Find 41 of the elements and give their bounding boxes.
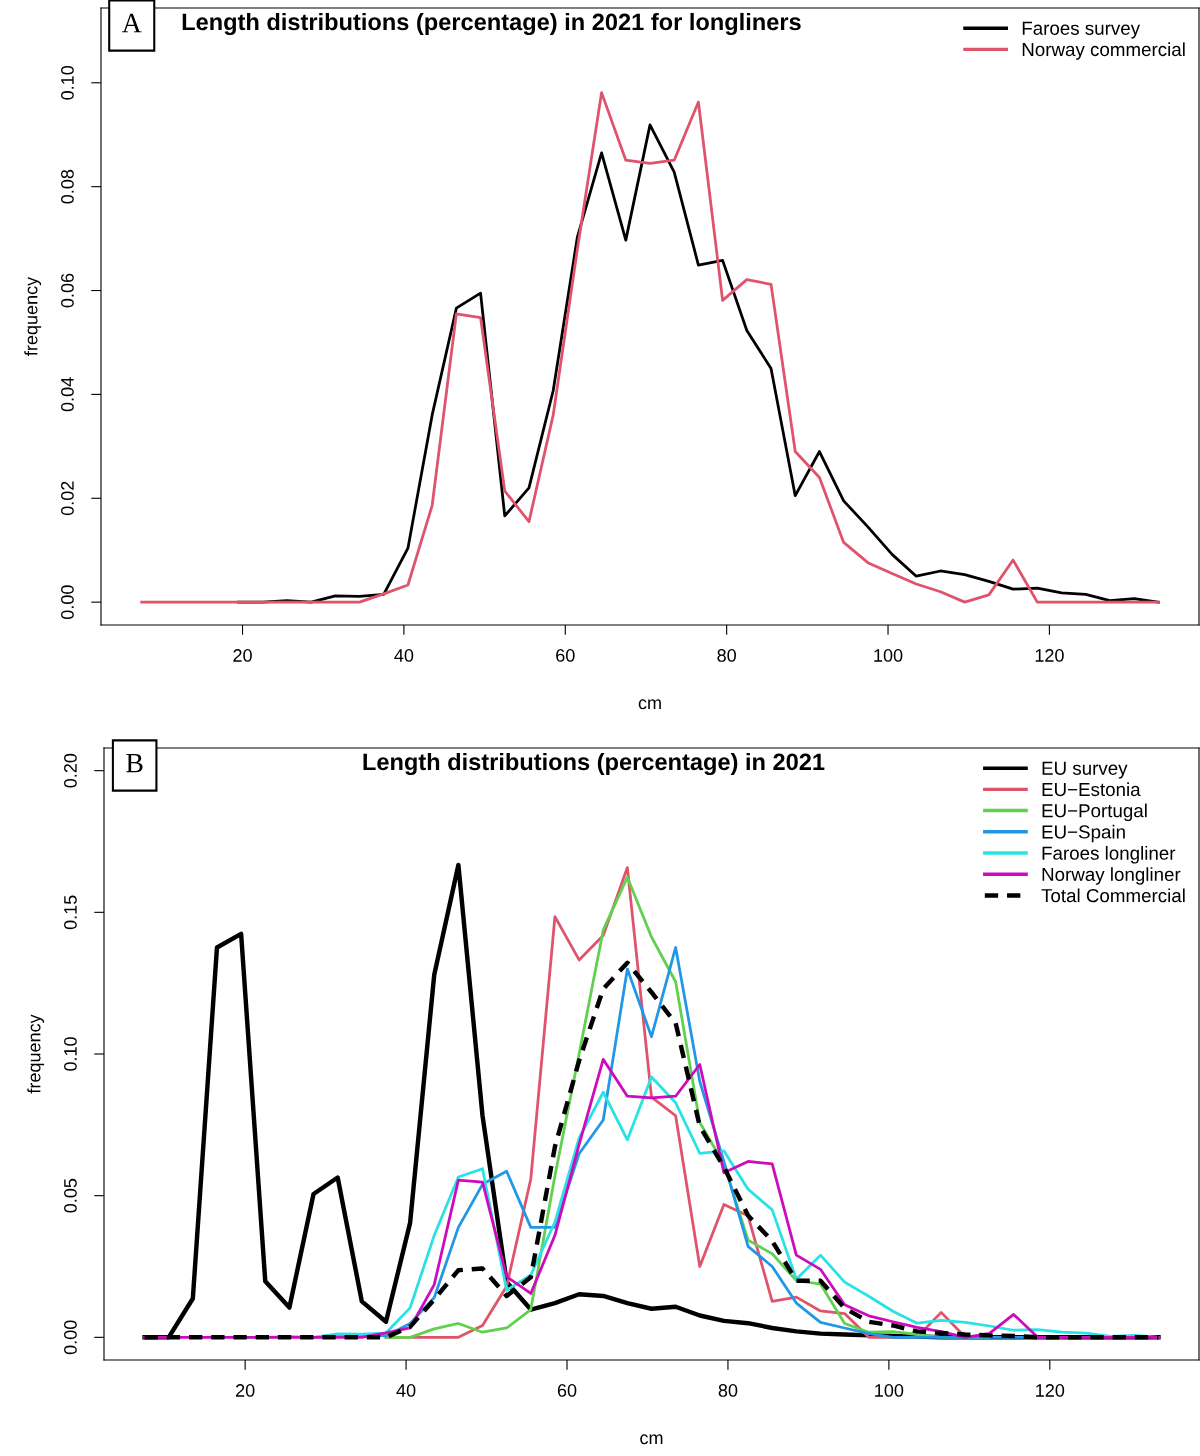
x-tick-label: 100: [874, 649, 903, 662]
x-tick-label: 20: [236, 1384, 255, 1397]
y-tick-label: 0.15: [64, 895, 77, 930]
y-tick-label: 0.04: [61, 377, 74, 412]
y-tick-label: 0.06: [61, 273, 74, 308]
y-tick-label: 0.02: [61, 481, 74, 516]
x-tick-label: 40: [394, 649, 414, 662]
y-axis-title: frequency: [24, 276, 42, 356]
y-tick-label: 0.08: [61, 169, 74, 204]
legend-label: EU−Estonia: [1042, 782, 1141, 797]
y-axis-title: frequency: [27, 1014, 45, 1094]
legend-label: Faroes longliner: [1042, 846, 1176, 864]
x-tick-label: 120: [1036, 1384, 1065, 1397]
legend-label: Faroes survey: [1022, 21, 1141, 39]
y-tick-label: 0.20: [64, 753, 77, 788]
x-tick-label: 60: [557, 1384, 577, 1397]
x-tick-label: 100: [875, 1384, 904, 1397]
x-axis-title: cm: [640, 1434, 663, 1445]
x-axis-title: cm: [638, 699, 661, 710]
y-tick-label: 0.00: [64, 1320, 77, 1355]
x-tick-label: 20: [233, 649, 252, 662]
line-series: [140, 91, 1160, 604]
y-tick-label: 0.05: [64, 1178, 77, 1213]
legend-label: EU survey: [1042, 761, 1128, 779]
annotation: B: [126, 753, 143, 773]
x-tick-label: 80: [718, 1384, 738, 1397]
y-tick-label: 0.10: [61, 65, 74, 100]
y-tick-label: 0.00: [61, 585, 74, 620]
x-tick-label: 60: [556, 649, 575, 662]
x-tick-label: 120: [1035, 649, 1064, 662]
y-tick-label: 0.10: [64, 1037, 77, 1071]
x-tick-label: 80: [717, 649, 736, 662]
x-tick-label: 40: [396, 1384, 416, 1397]
chart-title: Length distributions (percentage) in 2021 for longliners: [182, 12, 801, 36]
legend-label: Norway longliner: [1042, 867, 1181, 885]
annotation: A: [121, 13, 142, 33]
legend-label: EU−Spain: [1042, 824, 1125, 843]
legend-label: Norway commercial: [1022, 42, 1185, 60]
chart-title: Length distributions (percentage) in 2021: [363, 752, 825, 776]
legend-label: EU−Portugal: [1042, 803, 1147, 822]
legend-label: Total Commercial: [1041, 888, 1185, 903]
